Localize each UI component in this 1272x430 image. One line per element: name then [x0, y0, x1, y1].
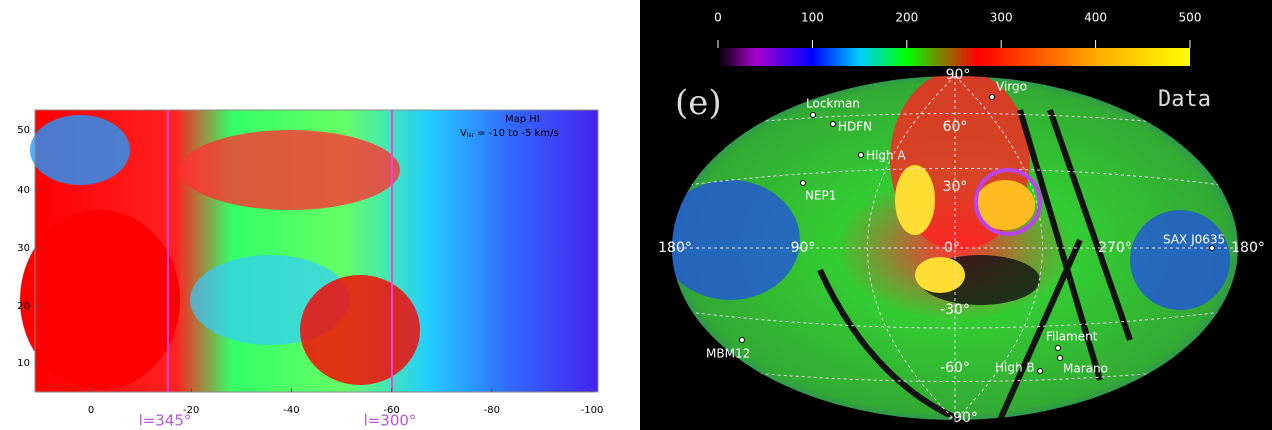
source-label: High B [995, 361, 1035, 375]
source-label: SAX J0635 [1163, 233, 1225, 247]
source-marker [810, 112, 816, 118]
colorbar-tick-label: 500 [1179, 11, 1202, 25]
longitude-label: l=300° [364, 412, 417, 430]
left-panel: Map HI Vlsr = -10 to -5 km/s [20, 109, 599, 393]
grid-label: 30° [943, 179, 968, 195]
source-marker [800, 180, 806, 186]
longitude-label: l=345° [139, 412, 192, 430]
y-tick-label: 50 [17, 125, 30, 136]
data-label: Data [1158, 87, 1211, 112]
x-tick-label: -100 [581, 405, 604, 416]
source-marker [830, 121, 836, 127]
x-tick-label: -60 [383, 405, 399, 416]
map-region [300, 275, 420, 385]
sky-region [1130, 210, 1230, 310]
colorbar-tick-label: 300 [990, 11, 1013, 25]
panel-label: (e) [675, 83, 722, 123]
source-label: MBM12 [706, 347, 750, 361]
sky-features [672, 76, 1238, 420]
grid-label: -30° [940, 302, 970, 318]
sky-stripe [817, 109, 1133, 420]
source-marker [858, 152, 864, 158]
map-region [180, 130, 400, 210]
colorbar-tick-label: 200 [895, 11, 918, 25]
graticule [672, 76, 1238, 420]
grid-label: 90° [791, 240, 816, 256]
source-label: Filament [1046, 330, 1098, 344]
source-label: HDFN [838, 120, 872, 134]
annotation: Vlsr = -10 to -5 km/s [460, 128, 559, 139]
colorbar [718, 48, 1190, 66]
sky-region [975, 180, 1035, 230]
source-marker [739, 337, 745, 343]
x-tick-label: 0 [88, 405, 94, 416]
grid-label: 0° [944, 240, 960, 256]
grid-label: 180° [658, 240, 692, 256]
grid-label: 180° [1231, 240, 1265, 256]
grid-label: 90° [946, 67, 971, 83]
source-marker [1037, 368, 1043, 374]
plot-frame [34, 109, 599, 393]
grid-label: -60° [940, 360, 970, 376]
map-region [30, 115, 130, 185]
x-tick-label: -20 [183, 405, 199, 416]
source-label: Virgo [996, 80, 1027, 94]
map-region [20, 210, 180, 390]
sky-region [895, 165, 935, 235]
y-tick-label: 20 [17, 301, 30, 312]
source-label: NEP1 [805, 189, 836, 203]
source-marker [1055, 345, 1061, 351]
annotation: Map HI [505, 114, 540, 125]
highlight-circle [974, 168, 1042, 236]
source-label: Marano [1063, 362, 1108, 376]
y-tick-label: 10 [17, 358, 30, 369]
sky-region [915, 257, 965, 293]
y-tick-label: 30 [17, 243, 30, 254]
colorbar-tick-label: 100 [801, 11, 824, 25]
annotation: lsr [467, 132, 475, 139]
grid-label: 60° [943, 119, 968, 135]
source-label: High A [866, 149, 906, 163]
source-marker [1209, 245, 1215, 251]
annotation: V [460, 128, 467, 139]
grid-label: 270° [1098, 240, 1132, 256]
sky-region [672, 180, 800, 300]
colorbar-tick-label: 0 [714, 11, 722, 25]
annotation: = -10 to -5 km/s [477, 128, 559, 139]
y-tick-label: 40 [17, 185, 30, 196]
x-tick-label: -40 [283, 405, 299, 416]
source-label: Lockman [806, 97, 860, 111]
source-marker [989, 94, 995, 100]
x-tick-label: -80 [484, 405, 500, 416]
colorbar-tick-label: 400 [1084, 11, 1107, 25]
source-marker [1057, 355, 1063, 361]
grid-label: -90° [948, 410, 978, 426]
